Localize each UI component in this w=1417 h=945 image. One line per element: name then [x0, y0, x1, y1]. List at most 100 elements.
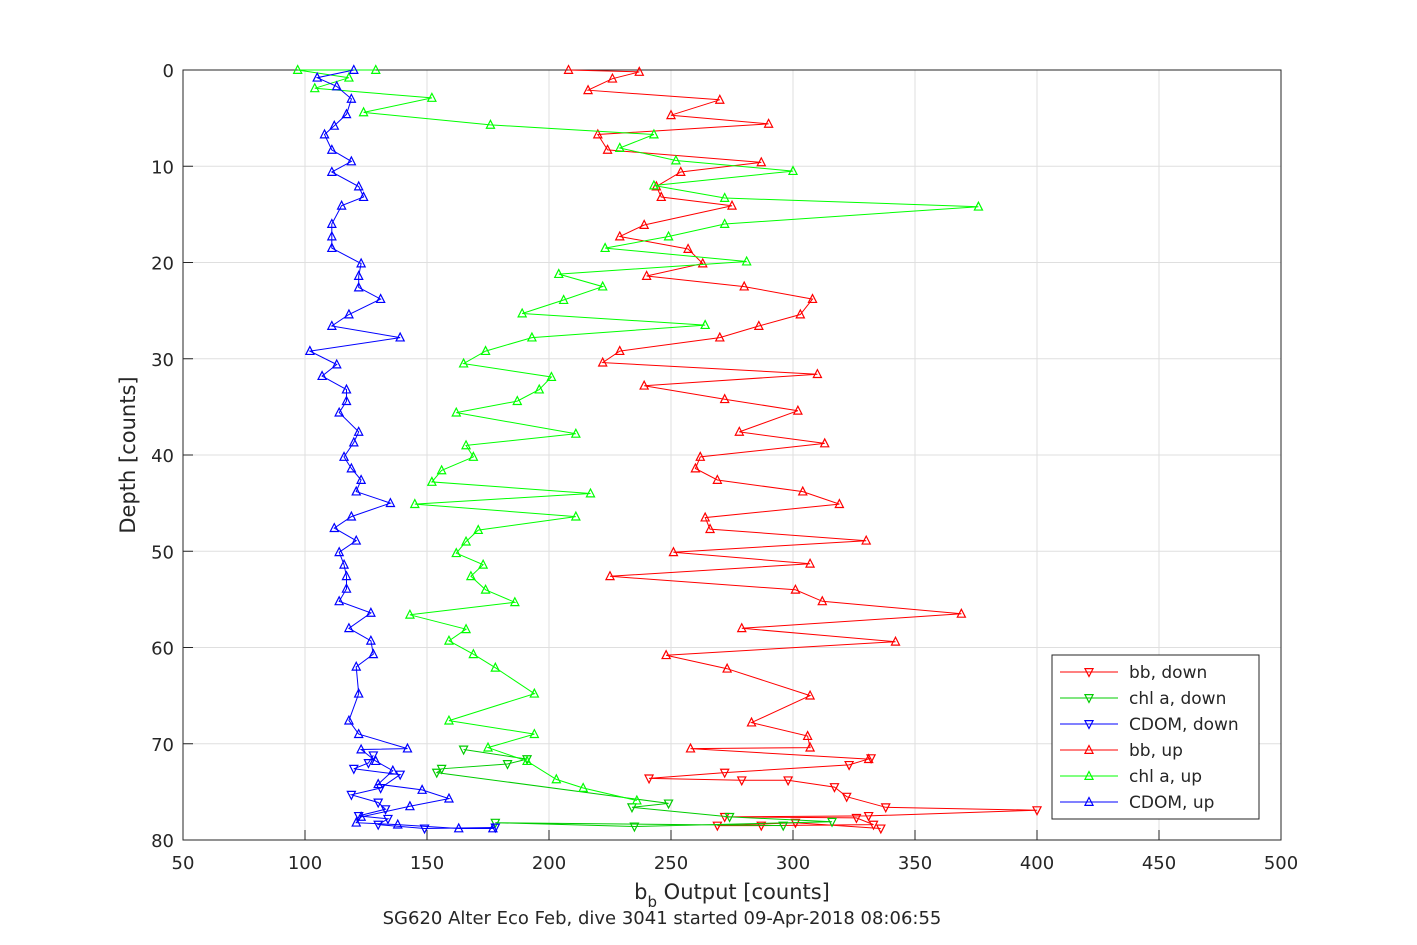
data-point [734, 426, 745, 436]
data-point [465, 570, 476, 581]
data-point [736, 776, 747, 787]
data-point [626, 803, 637, 814]
data-point [807, 293, 818, 304]
y-tick-label: 70 [151, 735, 174, 756]
data-point [365, 634, 376, 645]
data-point [812, 368, 823, 379]
data-point [817, 595, 828, 606]
data-point [312, 71, 323, 82]
legend-entry: bb, up [1060, 741, 1183, 761]
data-point [356, 811, 367, 821]
data-point [705, 523, 716, 534]
data-point [534, 383, 545, 394]
y-tick-label: 50 [151, 542, 174, 563]
data-point [668, 546, 679, 557]
data-point [526, 331, 537, 342]
data-point [790, 583, 801, 594]
data-point [509, 596, 520, 607]
data-point [317, 370, 328, 381]
data-point [639, 219, 650, 229]
legend-label: chl a, down [1129, 689, 1226, 709]
data-point [443, 634, 454, 645]
data-point [714, 331, 725, 342]
data-point [353, 728, 364, 739]
data-point [546, 371, 557, 382]
data-point [829, 783, 840, 793]
data-point [458, 745, 469, 756]
data-point [348, 64, 359, 74]
data-point [402, 742, 413, 753]
data-point [343, 308, 354, 319]
series-layer [292, 64, 1043, 835]
series-line [349, 755, 496, 830]
y-tick-label: 40 [151, 446, 174, 467]
data-point [746, 716, 757, 727]
data-point [719, 812, 730, 823]
x-tick-label: 500 [1264, 853, 1298, 874]
data-point [956, 608, 967, 618]
data-point [631, 794, 642, 805]
data-point [431, 768, 442, 779]
x-tick-label: 350 [898, 853, 932, 874]
data-point [480, 345, 491, 356]
series-line [297, 69, 979, 801]
data-point [453, 822, 464, 833]
data-point [353, 180, 364, 191]
data-point [375, 293, 386, 304]
data-point [722, 662, 733, 673]
data-point [756, 821, 767, 832]
data-point [490, 818, 501, 829]
data-point [629, 822, 640, 833]
data-point [719, 768, 730, 779]
data-point [724, 812, 735, 823]
data-point [292, 64, 303, 74]
data-point [356, 257, 367, 268]
legend-label: bb, down [1129, 663, 1207, 683]
data-point [790, 818, 801, 829]
data-point [700, 511, 711, 522]
data-point [326, 166, 337, 176]
data-point [753, 320, 764, 330]
data-point [363, 759, 374, 769]
data-point [604, 570, 616, 581]
data-point [797, 485, 808, 496]
data-point [512, 395, 523, 406]
series-3 [563, 64, 967, 764]
data-point [419, 824, 430, 835]
data-point [343, 622, 354, 633]
x-tick-label: 150 [410, 853, 444, 874]
data-point [370, 64, 381, 74]
data-point [805, 741, 816, 752]
y-axis: 0 10 20 30 40 50 60 70 80 [151, 61, 193, 852]
data-point [597, 280, 608, 291]
data-point [443, 714, 454, 725]
legend-entry: CDOM, down [1060, 715, 1239, 735]
data-point [805, 689, 816, 700]
data-point [502, 759, 513, 770]
data-point [863, 753, 874, 764]
data-point [353, 281, 364, 292]
x-tick-label: 400 [1020, 853, 1054, 874]
data-point [387, 764, 398, 775]
data-point [331, 358, 342, 369]
y-tick-label: 30 [151, 350, 174, 371]
data-point [468, 451, 479, 461]
series-4 [292, 64, 984, 805]
data-point [409, 498, 420, 509]
data-point [890, 635, 901, 646]
data-point [368, 751, 379, 762]
y-axis-label: Depth [counts] [116, 376, 140, 533]
data-point [443, 792, 454, 803]
legend-marker [1083, 720, 1095, 730]
data-point [343, 714, 354, 725]
data-point [644, 774, 655, 785]
x-axis-label: bb Output [counts] [634, 880, 830, 911]
series-1 [431, 745, 838, 833]
data-point [551, 773, 562, 784]
data-point [395, 770, 406, 781]
y-tick-label: 20 [151, 254, 174, 275]
data-point [719, 192, 730, 202]
legend-label: bb, up [1129, 741, 1183, 761]
data-point [656, 191, 667, 202]
data-point [339, 451, 350, 461]
